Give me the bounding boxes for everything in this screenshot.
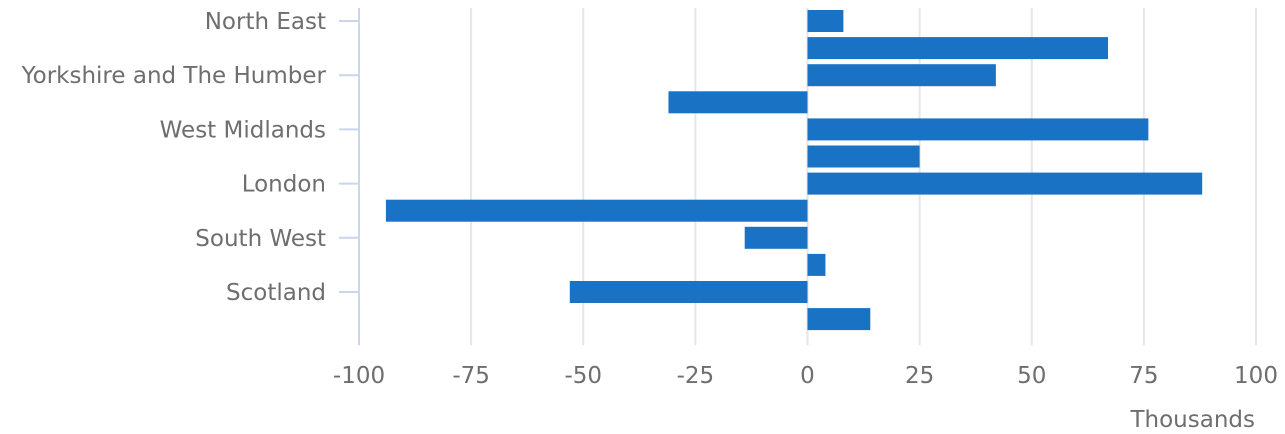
bar: [807, 37, 1108, 60]
bar: [807, 118, 1149, 141]
x-tick-label: -25: [677, 363, 715, 389]
bar: [385, 199, 808, 222]
bar: [807, 308, 871, 331]
bar: [668, 91, 808, 114]
x-tick-label: 0: [800, 363, 815, 389]
bar: [807, 253, 826, 276]
bar: [569, 281, 808, 303]
x-tick-label: 25: [905, 363, 934, 389]
x-tick-label: 50: [1017, 363, 1046, 389]
x-tick-label: 100: [1234, 363, 1278, 389]
x-tick-label: -50: [564, 363, 602, 389]
category-labels: North East Yorkshire and The Humber West M…: [21, 9, 327, 306]
x-tick-label: 75: [1129, 363, 1158, 389]
bar: [744, 226, 808, 249]
x-tick-label: -75: [452, 363, 490, 389]
axis-layer: [339, 8, 360, 346]
x-tick-labels: -100 -75 -50 -25 0 25 50 75 100: [333, 363, 1278, 389]
bar: [807, 145, 920, 168]
bar: [807, 172, 1203, 195]
category-label: West Midlands: [160, 117, 326, 143]
category-label: Scotland: [226, 280, 326, 306]
bars-layer: [385, 10, 1203, 331]
bar: [807, 64, 996, 87]
category-label: North East: [205, 9, 326, 35]
x-tick-label: -100: [333, 363, 385, 389]
bar: [807, 10, 844, 32]
category-label: London: [242, 172, 326, 198]
category-label: South West: [195, 226, 326, 252]
category-label: Yorkshire and The Humber: [21, 63, 327, 89]
x-unit-label: Thousands: [1129, 407, 1255, 433]
